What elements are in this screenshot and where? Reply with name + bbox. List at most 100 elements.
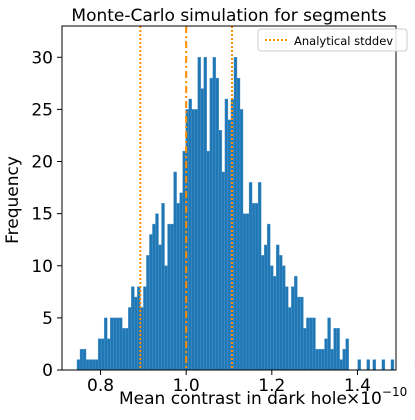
x-axis-scale-factor: ×10−10 xyxy=(346,385,407,409)
histogram-bar xyxy=(197,57,201,371)
histogram-bar xyxy=(206,150,210,371)
histogram-bar xyxy=(149,234,153,371)
histogram-bar xyxy=(134,296,138,371)
y-tick-label: 30 xyxy=(31,48,53,68)
histogram-bar xyxy=(339,359,343,371)
histogram-bar xyxy=(191,109,195,371)
histogram-bar xyxy=(245,213,250,371)
histogram-bar xyxy=(103,317,108,371)
x-scale-base: ×10 xyxy=(346,389,382,409)
histogram-bar xyxy=(233,57,238,371)
y-axis-label: Frequency xyxy=(3,156,23,244)
histogram-bar xyxy=(161,203,165,371)
histogram-bar xyxy=(179,192,183,371)
reference-lines-layer xyxy=(139,26,233,370)
y-axis-ticks: 0 5 10 15 20 25 30 xyxy=(31,48,62,381)
histogram-bar xyxy=(82,348,87,371)
histogram-bar xyxy=(279,255,283,371)
legend-label: Analytical stddev xyxy=(294,34,393,48)
histogram-bar xyxy=(188,98,192,371)
histogram-bar xyxy=(327,317,331,371)
histogram-bar xyxy=(94,359,99,371)
histogram-bar xyxy=(194,109,198,371)
legend-box xyxy=(257,28,408,52)
histogram-bar xyxy=(260,255,265,371)
histogram-bar xyxy=(158,244,162,371)
histogram-bar xyxy=(263,244,268,371)
histogram-bar xyxy=(173,171,177,371)
histogram-bar xyxy=(315,348,319,371)
histogram-bar xyxy=(366,359,370,371)
histogram-bar xyxy=(381,359,386,371)
histogram-bar xyxy=(212,57,217,371)
histogram-bar xyxy=(76,359,81,371)
histogram-bar xyxy=(113,317,117,371)
chart-title: Monte-Carlo simulation for segments xyxy=(71,6,386,26)
legend: Analytical stddev xyxy=(257,28,408,52)
histogram-bar xyxy=(170,223,174,371)
histogram-bar xyxy=(125,328,129,371)
x-tick-label: 1.0 xyxy=(173,376,200,396)
histogram-bar xyxy=(100,338,105,371)
histogram-bar xyxy=(164,265,168,371)
histogram-bar xyxy=(203,57,207,371)
histogram-bar xyxy=(336,328,340,371)
histogram-bar xyxy=(257,182,262,371)
histogram-bar xyxy=(176,203,180,371)
histogram-bar xyxy=(270,265,274,371)
x-tick-label: 0.8 xyxy=(87,376,114,396)
histogram-bar xyxy=(285,286,289,371)
plot-frame xyxy=(61,25,397,371)
histogram-bar xyxy=(303,328,307,371)
histogram-bar xyxy=(200,88,204,371)
histogram-bar xyxy=(276,244,280,371)
histogram-bar xyxy=(107,338,111,371)
y-tick-label: 25 xyxy=(31,100,53,120)
histogram-bar xyxy=(242,213,247,371)
histogram-bar xyxy=(300,296,304,371)
histogram-bar xyxy=(333,328,337,371)
histogram-bar xyxy=(131,286,135,371)
histogram-bar xyxy=(224,98,229,371)
histogram-bar xyxy=(273,276,277,371)
x-axis-ticks: 0.8 1.0 1.2 1.4 xyxy=(87,370,371,396)
histogram-bar xyxy=(306,317,310,371)
histogram-bar xyxy=(119,317,123,371)
histogram-bar xyxy=(85,359,90,371)
y-tick-label: 15 xyxy=(31,205,53,225)
x-scale-exponent: −10 xyxy=(382,385,407,399)
histogram-bar xyxy=(266,223,271,371)
y-tick-label: 5 xyxy=(42,309,53,329)
histogram-bar xyxy=(288,307,292,371)
histogram-bar xyxy=(155,213,159,371)
histogram-bar xyxy=(345,338,349,371)
histogram-bar xyxy=(146,255,150,371)
histogram-bar xyxy=(309,317,313,371)
histogram-bar xyxy=(321,348,325,371)
histogram-bar xyxy=(97,338,102,371)
histogram-bar xyxy=(318,348,322,371)
x-tick-label: 1.4 xyxy=(344,376,371,396)
histogram-bar xyxy=(209,77,214,371)
histogram-bar xyxy=(218,130,223,371)
histogram-bar xyxy=(294,276,298,371)
histogram-bar xyxy=(143,286,147,371)
histogram-bar xyxy=(342,348,346,371)
histogram-bar xyxy=(110,317,114,371)
histogram-bar xyxy=(152,223,156,371)
histogram-bar xyxy=(227,119,232,371)
histogram-bar xyxy=(282,265,286,371)
histogram-bar xyxy=(248,182,253,371)
histogram-bar xyxy=(128,307,132,371)
histogram-bar xyxy=(251,203,256,371)
x-axis-label: Mean contrast in dark hole xyxy=(119,389,347,409)
histogram-bar xyxy=(91,359,96,371)
histogram-bar xyxy=(122,328,126,371)
histogram-bar xyxy=(324,338,328,371)
histogram-bar xyxy=(330,348,334,371)
histogram-bar xyxy=(88,359,93,371)
histogram-bar xyxy=(79,348,84,371)
histogram-bar xyxy=(291,286,295,371)
